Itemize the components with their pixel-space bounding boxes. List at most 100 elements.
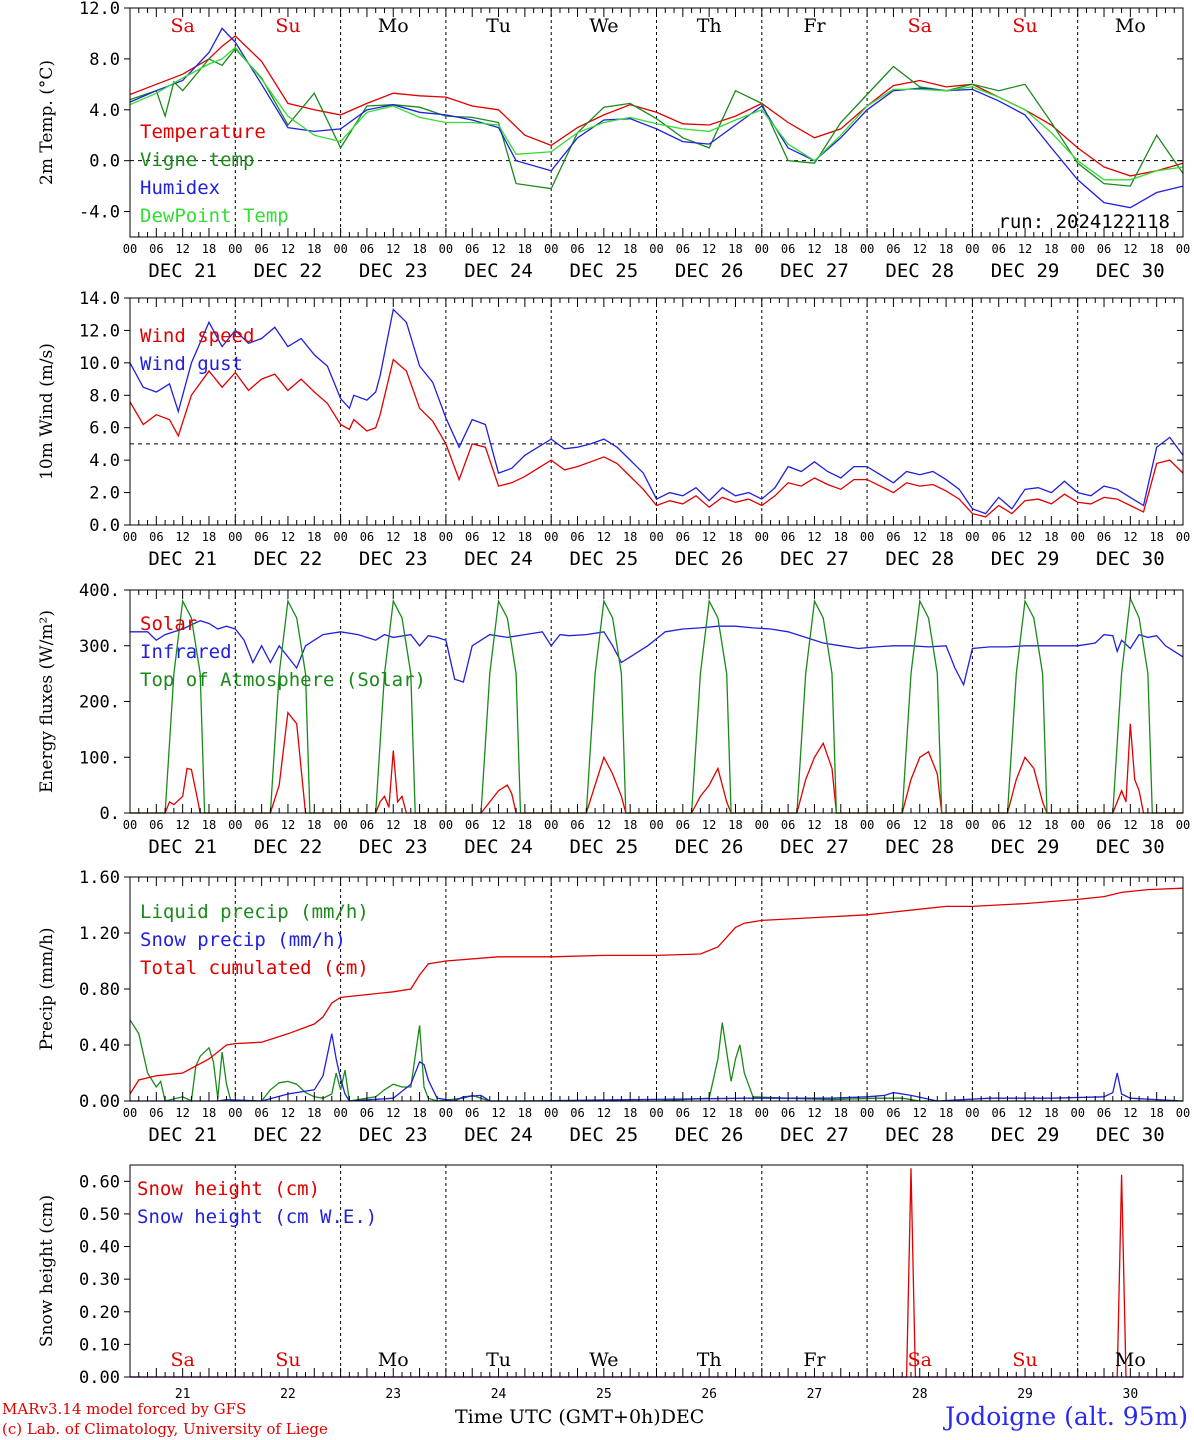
x-hour-label: 18 bbox=[412, 818, 426, 832]
x-hour-label: 12 bbox=[913, 530, 927, 544]
x-hour-label: 00 bbox=[439, 818, 453, 832]
x-hour-label: 06 bbox=[886, 1106, 900, 1120]
x-date-label: DEC 26 bbox=[675, 1124, 744, 1146]
x-date-label: DEC 24 bbox=[464, 548, 533, 570]
x-hour-label: 00 bbox=[439, 1106, 453, 1120]
x-hour-label: 12 bbox=[281, 818, 295, 832]
x-hour-label: 18 bbox=[307, 242, 321, 256]
x-hour-label: 18 bbox=[939, 530, 953, 544]
run-label: run: 2024122118 bbox=[998, 211, 1170, 233]
x-hour-label: 18 bbox=[728, 818, 742, 832]
x-hour-label: 18 bbox=[202, 530, 216, 544]
x-hour-label: 12 bbox=[807, 818, 821, 832]
weekday-label: Sa bbox=[908, 1349, 932, 1371]
x-date-label: DEC 30 bbox=[1096, 1124, 1165, 1146]
series-snow-precip-mm-h bbox=[130, 1033, 1184, 1102]
x-axis-title-text: Time UTC (GMT+0h) bbox=[455, 1406, 661, 1428]
x-hour-label: 12 bbox=[807, 1106, 821, 1120]
y-tick-label: 4.0 bbox=[89, 101, 120, 121]
x-hour-label: 00 bbox=[1176, 818, 1190, 832]
x-hour-label: 12 bbox=[597, 818, 611, 832]
x-hour-label: 12 bbox=[1018, 530, 1032, 544]
x-hour-label: 12 bbox=[913, 242, 927, 256]
legend-entry: Snow height (cm) bbox=[137, 1178, 320, 1200]
x-hour-label: 18 bbox=[518, 242, 532, 256]
series-dewpoint-temp bbox=[129, 46, 1184, 181]
x-date-label: DEC 25 bbox=[570, 548, 639, 570]
x-date-label: DEC 21 bbox=[148, 260, 217, 282]
x-date-label: DEC 21 bbox=[148, 548, 217, 570]
panel-2: 14.0 12.0 10.0 8.0 6.0 4.0 2.0 0.0 10m Wind (m/s… bbox=[37, 289, 1190, 570]
x-date-label: DEC 30 bbox=[1096, 836, 1165, 858]
x-hour-label: 18 bbox=[939, 1106, 953, 1120]
legend-entry: DewPoint Temp bbox=[140, 205, 289, 227]
x-hour-label: 00 bbox=[333, 818, 347, 832]
x-hour-label: 12 bbox=[702, 242, 716, 256]
x-hour-label: 00 bbox=[649, 530, 663, 544]
x-hour-label: 00 bbox=[123, 818, 137, 832]
x-date-label: DEC 25 bbox=[570, 260, 639, 282]
x-hour-label: 06 bbox=[360, 242, 374, 256]
x-date-label: DEC 28 bbox=[885, 548, 954, 570]
x-hour-label: 00 bbox=[228, 818, 242, 832]
x-hour-label: 12 bbox=[1123, 1106, 1137, 1120]
x-hour-label: 12 bbox=[491, 818, 505, 832]
x-day-number: 27 bbox=[807, 1387, 823, 1402]
x-hour-label: 00 bbox=[860, 530, 874, 544]
x-hour-label: 18 bbox=[412, 242, 426, 256]
weekday-label: Tu bbox=[486, 15, 511, 37]
x-date-label: DEC 21 bbox=[148, 1124, 217, 1146]
x-hour-label: 00 bbox=[123, 530, 137, 544]
y-tick-label: 14.0 bbox=[79, 289, 120, 309]
x-hour-label: 12 bbox=[491, 530, 505, 544]
x-hour-label: 06 bbox=[465, 818, 479, 832]
x-hour-label: 18 bbox=[412, 1106, 426, 1120]
y-tick-label: 0.80 bbox=[79, 980, 120, 1000]
panel-1: 12.0 8.0 4.0 0.0 -4.0 2m Temp. (°C) 00 06 12 18 00… bbox=[37, 0, 1190, 282]
series-wind-speed bbox=[129, 358, 1184, 518]
x-date-label: DEC 27 bbox=[780, 836, 849, 858]
weekday-label: We bbox=[589, 1349, 618, 1371]
x-hour-label: 00 bbox=[649, 1106, 663, 1120]
x-hour-label: 18 bbox=[307, 818, 321, 832]
x-hour-label: 12 bbox=[702, 530, 716, 544]
x-hour-label: 06 bbox=[465, 1106, 479, 1120]
x-hour-label: 12 bbox=[702, 1106, 716, 1120]
x-hour-label: 00 bbox=[965, 242, 979, 256]
x-hour-label: 00 bbox=[544, 530, 558, 544]
x-hour-label: 00 bbox=[228, 242, 242, 256]
x-hour-label: 06 bbox=[676, 1106, 690, 1120]
weekday-label: Su bbox=[1012, 1349, 1037, 1371]
y-tick-label: 8.0 bbox=[89, 386, 120, 406]
legend-entry: Top of Atmosphere (Solar) bbox=[140, 669, 426, 691]
x-hour-label: 00 bbox=[228, 1106, 242, 1120]
x-hour-label: 00 bbox=[123, 1106, 137, 1120]
x-hour-label: 00 bbox=[333, 530, 347, 544]
x-date-label: DEC 28 bbox=[885, 836, 954, 858]
x-hour-label: 18 bbox=[307, 1106, 321, 1120]
x-hour-label: 06 bbox=[676, 818, 690, 832]
x-hour-label: 06 bbox=[254, 1106, 268, 1120]
x-hour-label: 06 bbox=[149, 530, 163, 544]
x-hour-label: 12 bbox=[175, 1106, 189, 1120]
x-hour-label: 18 bbox=[623, 530, 637, 544]
x-hour-label: 18 bbox=[834, 818, 848, 832]
weekday-label: Mo bbox=[1115, 15, 1146, 37]
x-hour-label: 12 bbox=[913, 1106, 927, 1120]
x-hour-label: 18 bbox=[728, 530, 742, 544]
x-hour-label: 00 bbox=[544, 242, 558, 256]
y-tick-label: 200. bbox=[79, 693, 120, 713]
x-hour-label: 00 bbox=[228, 530, 242, 544]
x-hour-label: 12 bbox=[386, 530, 400, 544]
x-hour-label: 18 bbox=[728, 1106, 742, 1120]
weekday-label: Mo bbox=[378, 1349, 409, 1371]
y-tick-label: 0.60 bbox=[79, 1172, 120, 1192]
x-date-label: DEC 21 bbox=[148, 836, 217, 858]
x-hour-label: 06 bbox=[781, 530, 795, 544]
x-date-label: DEC 24 bbox=[464, 1124, 533, 1146]
weekday-label: Sa bbox=[908, 15, 932, 37]
x-hour-label: 00 bbox=[544, 1106, 558, 1120]
x-hour-label: 00 bbox=[649, 242, 663, 256]
x-hour-label: 18 bbox=[518, 530, 532, 544]
